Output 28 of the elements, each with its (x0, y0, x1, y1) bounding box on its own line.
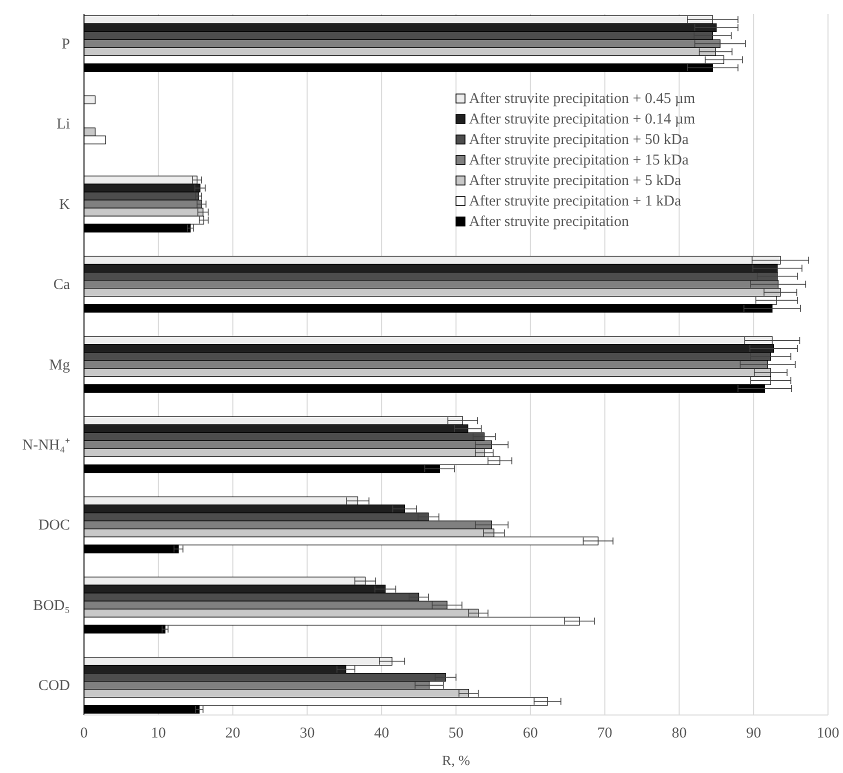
legend-label: After struvite precipitation + 0.14 µm (469, 112, 696, 128)
y-tick-label: COD (38, 678, 70, 694)
y-tick-label: BOD₅ (33, 598, 70, 614)
legend-label: After struvite precipitation + 50 kDa (469, 132, 689, 148)
x-tick-label: 40 (374, 726, 390, 742)
x-tick-label: 70 (597, 726, 612, 742)
x-tick-label: 80 (672, 726, 687, 742)
x-tick-label: 90 (746, 726, 762, 742)
x-tick-label: 0 (80, 726, 88, 742)
x-tick-label: 10 (150, 726, 166, 742)
x-axis-title: R, % (442, 754, 470, 769)
x-tick-label: 50 (448, 726, 464, 742)
x-tick-label: 30 (300, 726, 315, 742)
x-tick-label: 20 (225, 726, 240, 742)
legend-label: After struvite precipitation + 1 kDa (469, 194, 682, 210)
y-tick-label: K (59, 196, 70, 213)
x-tick-label: 100 (816, 726, 840, 742)
y-tick-label: P (62, 36, 70, 52)
y-tick-label: Ca (53, 277, 70, 294)
y-tick-label: DOC (38, 518, 70, 534)
y-tick-label: Li (56, 116, 70, 133)
legend-label: After struvite precipitation + 5 kDa (469, 173, 682, 189)
legend-label: After struvite precipitation + 15 kDa (469, 152, 689, 168)
x-tick-label: 60 (522, 726, 538, 742)
y-tick-label: N-NH₄⁺ (22, 438, 70, 454)
legend-label: After struvite precipitation + 0.45 µm (469, 91, 696, 107)
y-tick-label: Mg (49, 357, 70, 374)
legend-label: After struvite precipitation (469, 214, 630, 230)
